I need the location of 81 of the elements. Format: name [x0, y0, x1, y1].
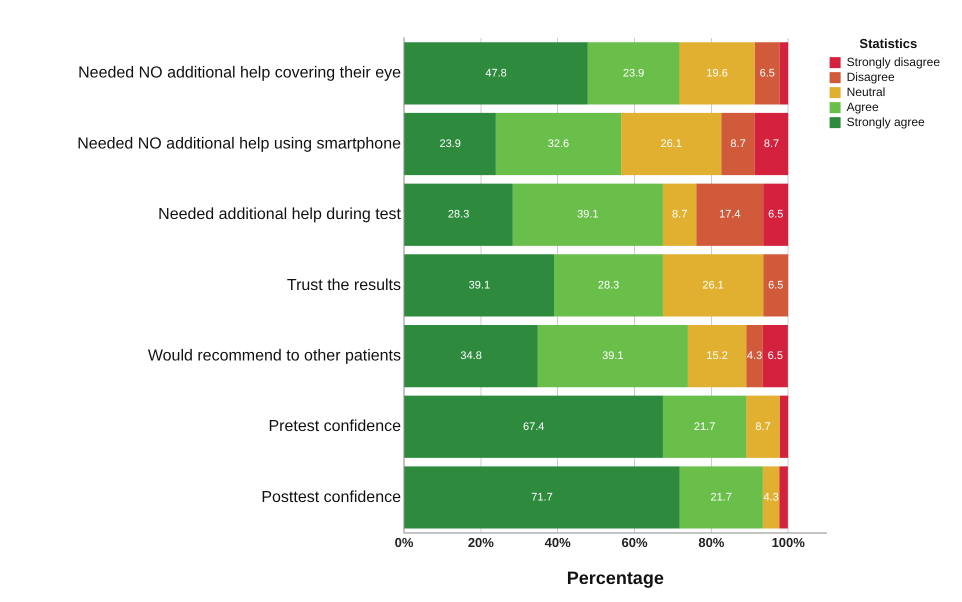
data-label: 39.1: [468, 279, 490, 292]
bar: [763, 184, 788, 246]
bar: [754, 112, 788, 176]
bar: [538, 324, 688, 388]
x-tick-label: 100%: [772, 535, 806, 550]
data-label: 8.7: [755, 420, 771, 433]
bar: [496, 112, 622, 176]
legend-label: Strongly agree: [846, 114, 925, 129]
data-label: 4.3: [763, 491, 779, 504]
bar: [688, 324, 746, 388]
bar: [754, 42, 780, 104]
bar: [512, 184, 663, 246]
data-label: 15.2: [706, 350, 728, 362]
bar: [404, 396, 663, 458]
data-label: 39.1: [577, 208, 599, 221]
bar: [662, 254, 764, 316]
x-axis-title: Percentage: [566, 568, 664, 588]
legend-label: Strongly disagree: [846, 54, 940, 69]
data-label: 6.5: [768, 279, 784, 292]
legend-title: Statistics: [859, 36, 918, 52]
bar: [721, 112, 755, 176]
bar: [780, 42, 788, 104]
bar: [404, 254, 554, 316]
bar: [696, 184, 764, 246]
y-tick-label: Needed NO additional help using smartphone: [77, 135, 402, 152]
bar: [746, 324, 763, 388]
data-label: 23.9: [622, 67, 644, 80]
data-label: 17.4: [719, 208, 741, 221]
bar: [662, 396, 746, 458]
legend-label: Neutral: [846, 84, 886, 99]
y-tick-label: Would recommend to other patients: [148, 347, 401, 364]
data-label: 71.7: [531, 491, 553, 504]
bar: [662, 184, 696, 246]
x-tick-label: 0%: [394, 535, 414, 550]
bar: [621, 112, 722, 176]
data-label: 28.3: [598, 279, 620, 292]
data-label: 67.4: [523, 420, 544, 433]
data-label: 47.8: [485, 67, 507, 80]
bar: [404, 112, 496, 176]
data-label: 8.7: [730, 138, 746, 150]
bar: [404, 324, 538, 388]
bar: [780, 396, 788, 458]
data-label: 19.6: [706, 67, 728, 80]
legend-label: Agree: [846, 100, 879, 114]
y-tick-label: Posttest confidence: [261, 488, 402, 506]
data-label: 39.1: [602, 350, 624, 362]
data-label: 6.5: [768, 208, 784, 221]
data-label: 6.5: [768, 350, 783, 362]
data-label: 32.6: [548, 138, 570, 150]
bar: [679, 466, 763, 529]
bar: [762, 324, 788, 388]
x-tick-label: 80%: [698, 535, 725, 550]
y-tick-label: Needed NO additional help covering their eye: [78, 64, 402, 82]
data-label: 8.7: [672, 208, 688, 221]
data-label: 8.7: [764, 138, 780, 150]
data-label: 28.3: [448, 208, 470, 221]
data-label: 21.7: [710, 491, 732, 504]
data-label: 26.1: [702, 279, 724, 292]
y-tick-label: Trust the results: [286, 276, 401, 294]
bar: [746, 396, 780, 458]
bar: [762, 466, 780, 529]
bar: [588, 42, 680, 104]
bar: [404, 184, 513, 246]
bar: [679, 42, 755, 104]
bar: [404, 42, 588, 104]
x-tick-label: 60%: [622, 535, 648, 550]
y-tick-label: Needed additional help during test: [158, 206, 402, 224]
legend-label: Disagree: [846, 70, 895, 84]
data-label: 21.7: [694, 420, 716, 433]
data-label: 23.9: [439, 138, 461, 150]
data-label: 34.8: [460, 350, 482, 362]
x-tick-label: 40%: [544, 535, 572, 550]
data-label: 26.1: [660, 138, 682, 150]
bar: [554, 254, 663, 316]
y-tick-label: Pretest confidence: [268, 418, 402, 436]
data-label: 6.5: [760, 67, 775, 80]
bar: [404, 466, 680, 529]
x-tick-label: 20%: [468, 535, 494, 550]
bar: [779, 466, 788, 529]
bar: [763, 254, 788, 316]
data-label: 4.3: [746, 350, 762, 362]
